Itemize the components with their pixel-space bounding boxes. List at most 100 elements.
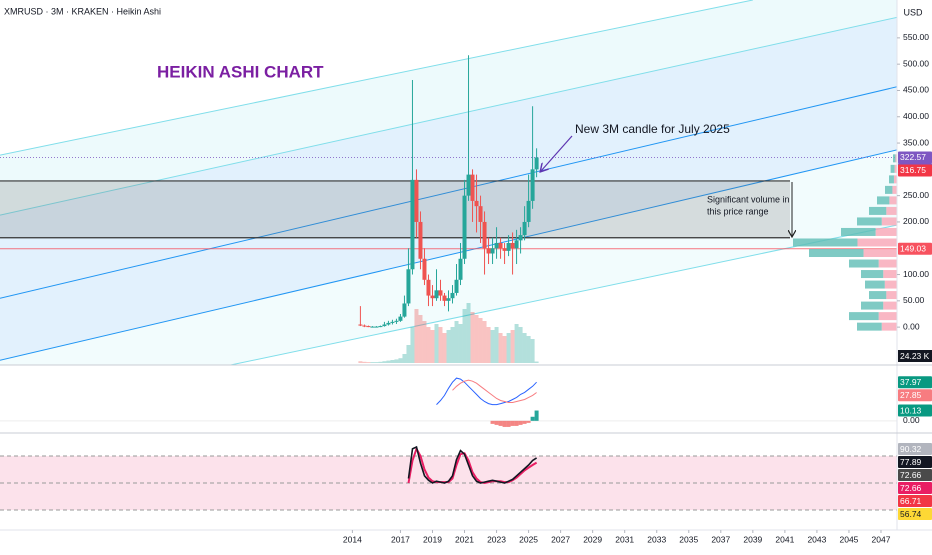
volume-profile-bar bbox=[886, 206, 897, 215]
volume-bar bbox=[426, 327, 431, 363]
channel-line bbox=[0, 86, 897, 299]
volume-bar bbox=[442, 333, 447, 363]
channel-band bbox=[0, 149, 897, 365]
volume-bar bbox=[410, 327, 415, 363]
candle-body bbox=[454, 279, 459, 293]
volume-profile-bar bbox=[875, 227, 897, 236]
volume-profile-bar bbox=[857, 217, 882, 226]
axis-tag bbox=[898, 469, 932, 481]
x-tick-label: 2033 bbox=[647, 534, 666, 544]
volume-profile-bar bbox=[861, 301, 884, 310]
macd-tick-label: 0.00 bbox=[903, 415, 920, 425]
y-tick-label: 400.00 bbox=[903, 111, 929, 121]
stoch-d bbox=[407, 446, 538, 485]
macd-histogram bbox=[534, 410, 539, 421]
volume-bar bbox=[394, 359, 399, 363]
volume-bar bbox=[530, 339, 535, 363]
macd-histogram bbox=[530, 416, 535, 421]
x-tick-label: 2017 bbox=[391, 534, 410, 544]
candle-body bbox=[470, 174, 475, 201]
volume-profile-bar bbox=[889, 196, 897, 205]
volume-profile-bar bbox=[857, 238, 897, 247]
volume-profile-bar bbox=[878, 312, 897, 321]
x-tick-label: 2023 bbox=[487, 534, 506, 544]
annotation: Significant volume in bbox=[707, 194, 790, 204]
candle-body bbox=[458, 258, 463, 280]
axis-tag-label: 37.97 bbox=[900, 377, 922, 387]
volume-bar bbox=[486, 327, 491, 363]
symbol-header: XMRUSD · 3M · KRAKEN · Heikin Ashi bbox=[4, 6, 161, 16]
volume-bar bbox=[362, 361, 367, 363]
candle-body bbox=[418, 221, 423, 259]
volume-bar bbox=[474, 315, 479, 363]
y-tick-label: 200.00 bbox=[903, 216, 929, 226]
axis-tag bbox=[898, 164, 932, 177]
candle-body bbox=[366, 326, 371, 328]
volume-bar bbox=[422, 321, 427, 363]
volume-bar bbox=[390, 360, 395, 363]
volume-bar bbox=[386, 360, 391, 363]
volume-bar bbox=[414, 309, 419, 363]
candle-body bbox=[526, 200, 531, 222]
macd-histogram bbox=[518, 420, 523, 425]
volume-bar bbox=[482, 321, 487, 363]
volume-bar bbox=[370, 362, 375, 363]
volume-bar bbox=[498, 333, 503, 363]
axis-tag bbox=[898, 242, 932, 255]
macd-histogram bbox=[506, 420, 511, 427]
candle-body bbox=[482, 221, 487, 249]
candle-body bbox=[442, 295, 447, 301]
candle-body bbox=[410, 179, 415, 270]
volume-profile-bar bbox=[881, 322, 897, 331]
candle-body bbox=[414, 179, 419, 222]
y-tick-label: 500.00 bbox=[903, 58, 929, 68]
volume-profile-bar bbox=[869, 291, 887, 300]
axis-tag-label: 56.74 bbox=[900, 509, 922, 519]
volume-bar bbox=[526, 336, 531, 363]
axes: 0.00 550.00 500.00 450.00 400.00 350.00 250.00… bbox=[343, 32, 932, 544]
axis-tag bbox=[898, 376, 932, 389]
volume-bar bbox=[434, 324, 439, 363]
x-tick-label: 2027 bbox=[551, 534, 570, 544]
channel-band bbox=[0, 0, 897, 216]
candle-body bbox=[466, 174, 471, 196]
volume-bar bbox=[462, 309, 467, 363]
y-tick-label: 250.00 bbox=[903, 190, 929, 200]
axis-tag-label: 149.03 bbox=[900, 244, 926, 254]
y-tick-label: 350.00 bbox=[903, 137, 929, 147]
stoch-k bbox=[407, 445, 538, 484]
volume-profile-bar bbox=[857, 322, 882, 331]
candle-body bbox=[530, 169, 535, 201]
candle-body bbox=[446, 298, 451, 301]
volume-profile-bar bbox=[885, 185, 893, 194]
candle-body bbox=[430, 295, 435, 299]
candle-body bbox=[494, 242, 499, 249]
x-tick-label: 2029 bbox=[583, 534, 602, 544]
volume-bar bbox=[458, 324, 463, 363]
volume-profile-bar bbox=[861, 270, 884, 279]
volume-bar bbox=[514, 324, 519, 363]
volume-bar bbox=[406, 345, 411, 363]
candle-body bbox=[382, 324, 387, 327]
axis-tag-label: 10.13 bbox=[900, 405, 922, 415]
volume-profile-bar bbox=[869, 206, 887, 215]
candle-body bbox=[534, 157, 539, 170]
axis-tag-label: 27.85 bbox=[900, 390, 922, 400]
volume-bar bbox=[374, 362, 379, 363]
axis-tag bbox=[898, 482, 932, 494]
macd-line bbox=[436, 377, 537, 406]
volume-bar bbox=[402, 354, 407, 363]
volume-profile-bar bbox=[878, 259, 897, 268]
candle-body bbox=[498, 242, 503, 249]
volume-profile-bar bbox=[893, 175, 897, 184]
x-tick-label: 2031 bbox=[615, 534, 634, 544]
volume-profile-bar bbox=[895, 154, 897, 163]
volume-profile-bar bbox=[841, 227, 876, 236]
volume-tag bbox=[898, 350, 932, 362]
candle-body bbox=[386, 322, 391, 325]
main-pane bbox=[0, 0, 897, 365]
macd-histogram bbox=[514, 420, 519, 426]
axis-tag-label: 77.89 bbox=[900, 457, 922, 467]
volume-bar bbox=[470, 312, 475, 363]
